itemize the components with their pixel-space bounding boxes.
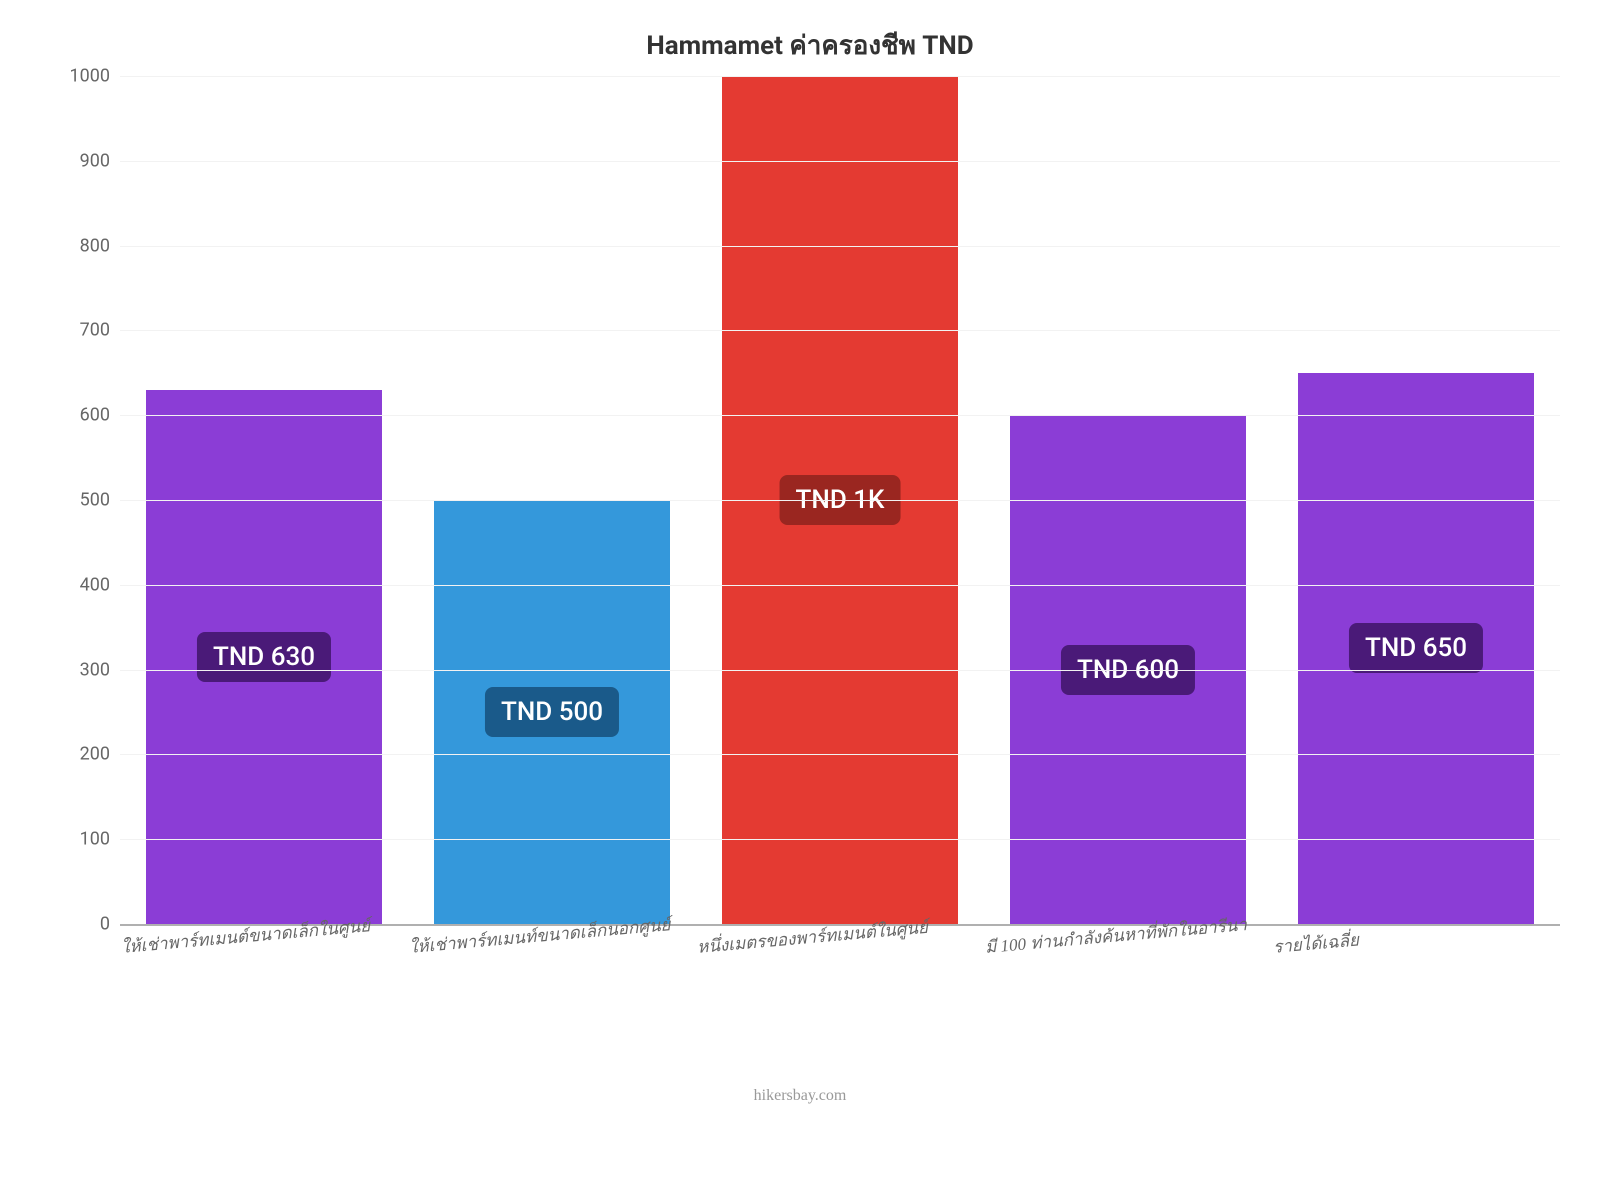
gridline bbox=[120, 500, 1560, 501]
x-axis-labels: ให้เช่าพาร์ทเมนต์ขนาดเล็กในศูนย์ให้เช่าพ… bbox=[120, 926, 1560, 996]
gridline bbox=[120, 670, 1560, 671]
y-tick-label: 900 bbox=[80, 150, 110, 171]
gridline bbox=[120, 161, 1560, 162]
y-tick-label: 800 bbox=[80, 235, 110, 256]
x-axis-label: รายได้เฉลี่ย bbox=[1272, 927, 1360, 961]
y-tick-label: 700 bbox=[80, 320, 110, 341]
gridline bbox=[120, 839, 1560, 840]
x-label-slot: ให้เช่าพาร์ทเมนต์ขนาดเล็กในศูนย์ bbox=[120, 926, 408, 996]
bar: TND 650 bbox=[1298, 373, 1534, 924]
gridline bbox=[120, 415, 1560, 416]
y-tick-label: 0 bbox=[100, 914, 110, 935]
y-tick-label: 600 bbox=[80, 405, 110, 426]
gridline bbox=[120, 330, 1560, 331]
y-tick-label: 200 bbox=[80, 744, 110, 765]
bar-value-label: TND 650 bbox=[1349, 623, 1483, 673]
bar: TND 630 bbox=[146, 390, 382, 924]
chart-title: Hammamet ค่าครองชีพ TND bbox=[60, 25, 1560, 66]
bar: TND 500 bbox=[434, 500, 670, 924]
y-tick-label: 300 bbox=[80, 659, 110, 680]
x-label-slot: มี 100 ท่านกำลังค้นหาที่พักในอารีนา bbox=[984, 926, 1272, 996]
gridline bbox=[120, 585, 1560, 586]
plot-area: TND 630TND 500TND 1KTND 600TND 650 01002… bbox=[120, 76, 1560, 926]
y-tick-label: 400 bbox=[80, 574, 110, 595]
x-label-slot: หนึ่งเมตรของพาร์ทเมนต์ในศูนย์ bbox=[696, 926, 984, 996]
y-tick-label: 500 bbox=[80, 490, 110, 511]
bar-value-label: TND 630 bbox=[197, 632, 331, 682]
gridline bbox=[120, 754, 1560, 755]
y-tick-label: 1000 bbox=[70, 66, 110, 87]
x-label-slot: รายได้เฉลี่ย bbox=[1272, 926, 1560, 996]
bar-value-label: TND 500 bbox=[485, 687, 619, 737]
attribution-text: hikersbay.com bbox=[754, 1087, 847, 1105]
x-label-slot: ให้เช่าพาร์ทเมนท์ขนาดเล็กนอกศูนย์ bbox=[408, 926, 696, 996]
y-tick-label: 100 bbox=[80, 829, 110, 850]
gridline bbox=[120, 246, 1560, 247]
chart-container: Hammamet ค่าครองชีพ TND TND 630 TND 500 TN… bbox=[60, 25, 1560, 1025]
plot: TND 630TND 500TND 1KTND 600TND 650 01002… bbox=[60, 76, 1560, 996]
gridline bbox=[120, 76, 1560, 77]
